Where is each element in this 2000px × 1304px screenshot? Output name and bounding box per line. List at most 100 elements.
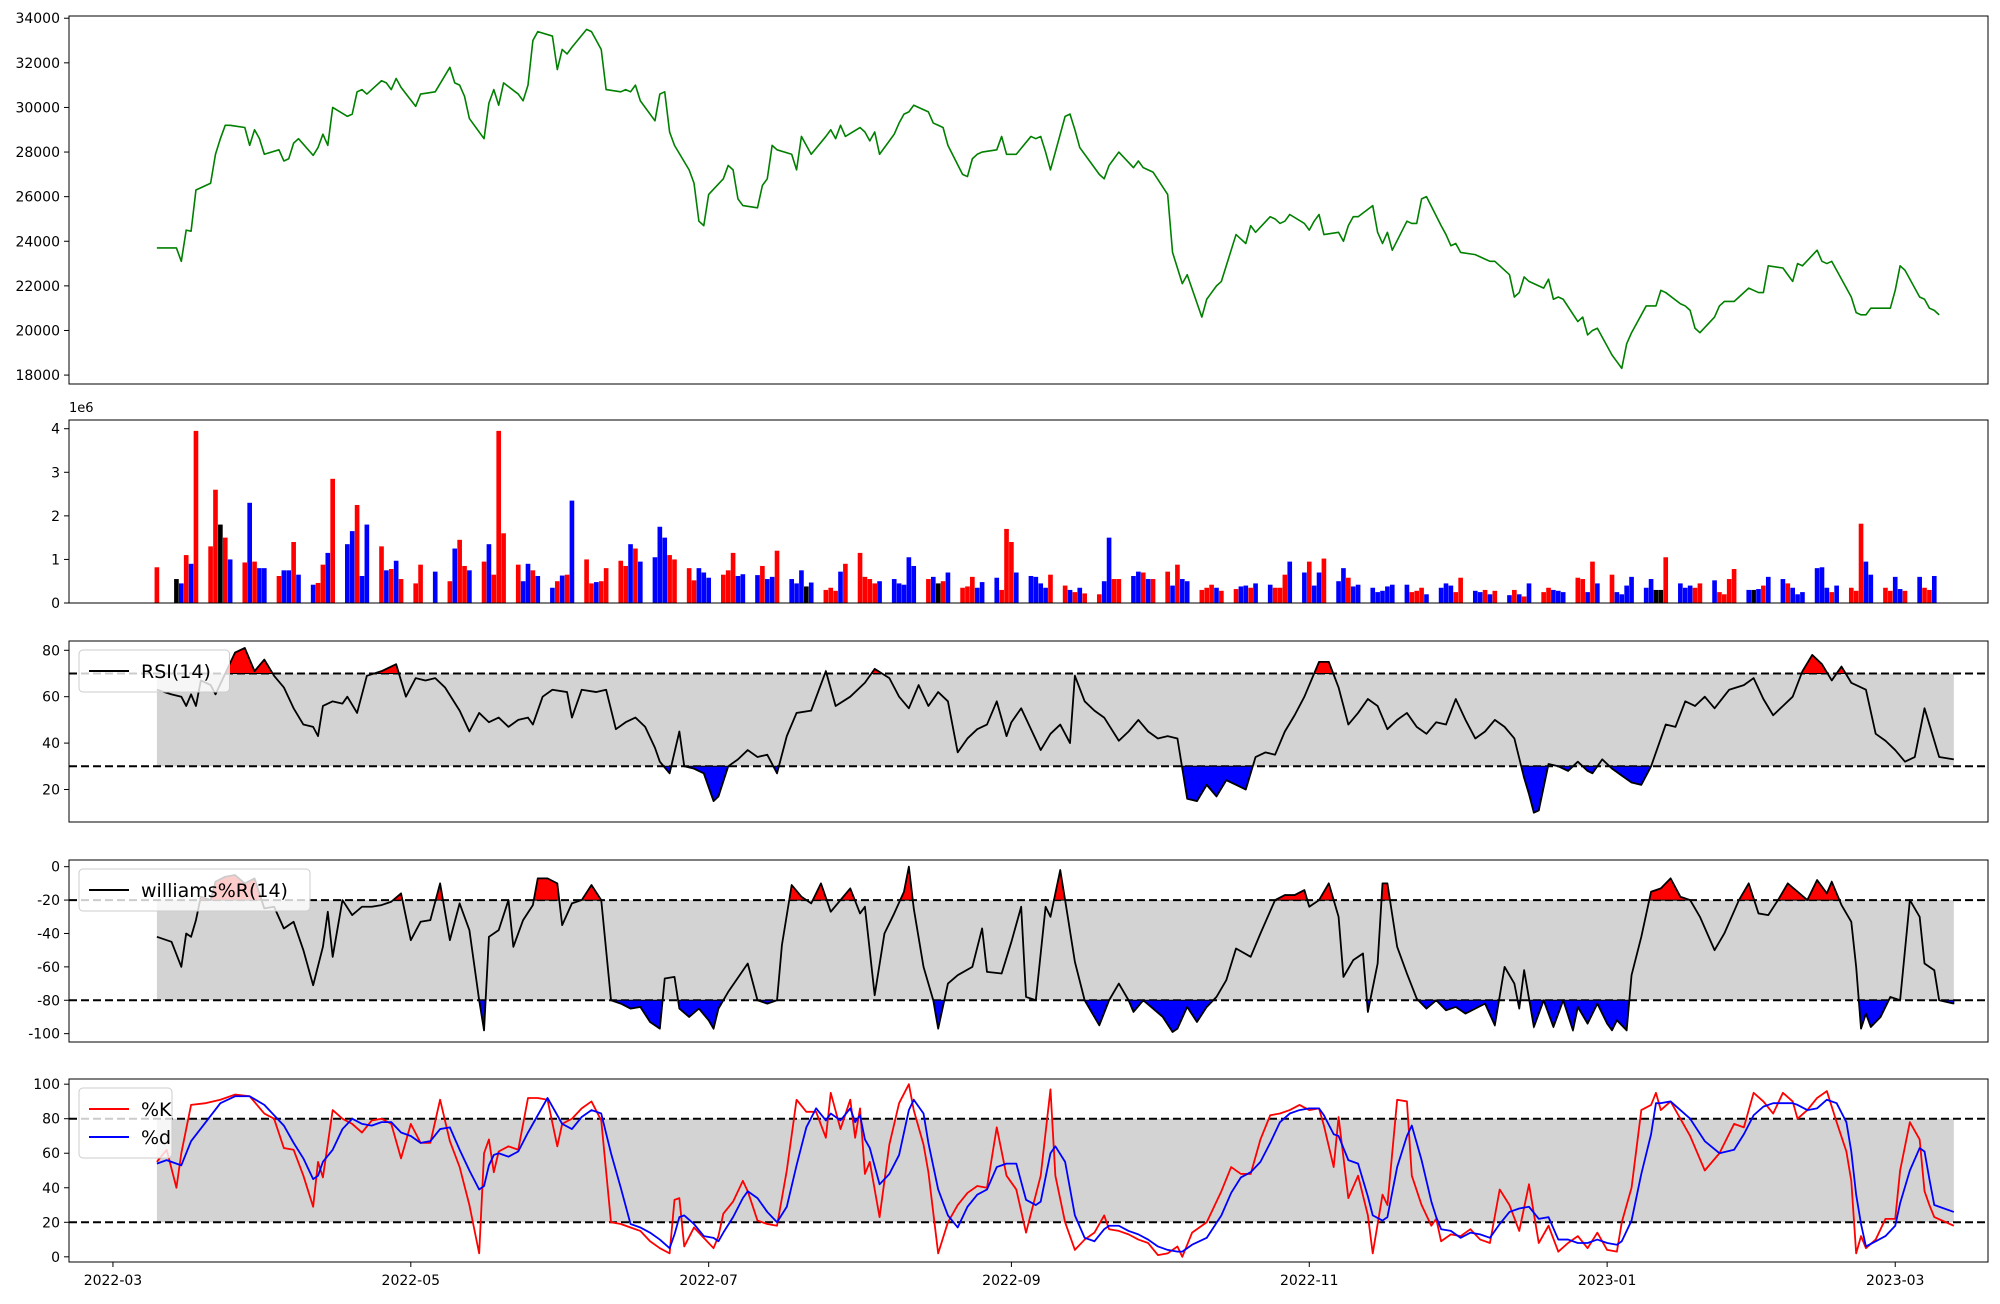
volume-bar xyxy=(242,562,248,603)
volume-bar xyxy=(481,561,487,603)
volume-bar xyxy=(1512,589,1517,603)
volume-bar xyxy=(1179,579,1185,603)
volume-bar xyxy=(1892,576,1898,603)
volume-bar xyxy=(535,575,541,603)
volume-bar xyxy=(1380,590,1385,603)
volume-bar xyxy=(1824,587,1830,603)
volume-bar xyxy=(550,587,555,603)
volume-bar xyxy=(960,587,965,603)
volume-bar xyxy=(569,500,575,603)
volume-bar xyxy=(1868,574,1874,603)
volume-bar xyxy=(1140,572,1146,603)
volume-bar xyxy=(1170,585,1175,603)
volume-bar xyxy=(330,478,335,603)
volume-panel: 0 1 2 3 4 1e6 xyxy=(51,401,1937,612)
volume-bar xyxy=(247,502,252,603)
volume-bar xyxy=(393,560,399,603)
volume-bar xyxy=(1800,592,1805,603)
volume-bar xyxy=(857,552,863,603)
x-tick-label: 2022-07 xyxy=(679,1273,738,1289)
volume-bar xyxy=(1204,587,1210,603)
volume-bar xyxy=(530,570,536,603)
volume-bar xyxy=(457,539,462,603)
volume-bar xyxy=(320,564,326,603)
volume-bar xyxy=(1111,579,1117,603)
volume-bar xyxy=(799,570,804,603)
volume-bar xyxy=(1238,586,1244,603)
williams-neutral-band xyxy=(156,900,1954,1001)
volume-bar xyxy=(618,560,624,603)
volume-bar xyxy=(911,565,917,603)
volume-bar xyxy=(1336,581,1341,603)
price-ytick-label: 34000 xyxy=(15,11,60,27)
volume-bar xyxy=(1917,576,1922,603)
volume-bar xyxy=(1013,572,1019,603)
volume-bar xyxy=(906,557,912,603)
volume-bar xyxy=(1678,583,1683,603)
volume-bar xyxy=(1761,585,1766,603)
volume-bar xyxy=(1306,561,1312,603)
volume-bar xyxy=(594,582,599,603)
volume-bar xyxy=(1580,579,1586,603)
volume-bar xyxy=(262,568,267,603)
volume-axes xyxy=(68,419,1989,604)
volume-ytick-label: 3 xyxy=(51,465,60,481)
volume-bar xyxy=(1311,585,1317,603)
volume-bar xyxy=(1267,584,1273,603)
williams-oversold-area xyxy=(1542,999,1564,1029)
volume-bar xyxy=(384,570,389,603)
volume-bar xyxy=(1927,589,1932,603)
price-ytick-label: 30000 xyxy=(15,100,60,116)
williams-line xyxy=(156,865,1955,1033)
volume-bar xyxy=(589,583,594,603)
volume-bar xyxy=(1492,590,1498,603)
volume-bar xyxy=(1863,561,1869,603)
x-tick-label: 2022-09 xyxy=(982,1273,1041,1289)
volume-bar xyxy=(1077,587,1083,603)
stochastic-line-k xyxy=(156,1083,1955,1258)
volume-bar xyxy=(1516,594,1522,603)
rsi-axes xyxy=(68,640,1989,823)
volume-bar xyxy=(730,552,736,603)
volume-bar xyxy=(1541,592,1546,603)
volume-ytick-label: 2 xyxy=(51,509,60,525)
volume-bar xyxy=(1643,587,1649,603)
volume-bar xyxy=(940,581,946,603)
volume-bar xyxy=(174,579,179,603)
volume-bar xyxy=(623,565,628,603)
volume-bar xyxy=(1819,567,1825,603)
volume-bar xyxy=(1277,587,1283,603)
volume-bar xyxy=(1731,569,1737,603)
volume-bar xyxy=(1555,590,1561,603)
volume-bar xyxy=(501,533,506,603)
volume-bar xyxy=(891,579,897,603)
stochastic-ytick-label: 40 xyxy=(42,1181,60,1197)
volume-bar xyxy=(1477,592,1483,603)
volume-bar xyxy=(1717,592,1722,603)
volume-bar xyxy=(877,581,882,603)
volume-bar xyxy=(213,489,218,603)
volume-bar xyxy=(994,577,1000,603)
volume-bar xyxy=(520,581,526,603)
volume-bar xyxy=(872,583,878,603)
volume-bar xyxy=(1526,583,1532,603)
rsi-panel: 20 40 60 80 RSI(14) xyxy=(42,643,1988,814)
volume-bar xyxy=(828,587,834,603)
volume-bar xyxy=(1448,585,1454,603)
volume-bar xyxy=(1131,575,1136,603)
volume-bar xyxy=(706,577,711,603)
volume-bar xyxy=(222,537,228,603)
price-ytick-label: 22000 xyxy=(15,279,60,295)
volume-bar xyxy=(1834,585,1839,603)
volume-bar xyxy=(276,575,282,603)
volume-bar xyxy=(1648,579,1654,603)
williams-panel: 0 -20 -40 -60 -80 -100 williams%R(14) xyxy=(28,860,1988,1043)
williams-overbought-area xyxy=(580,884,603,901)
volume-bar xyxy=(1424,594,1429,603)
volume-bar xyxy=(979,582,985,603)
williams-ytick-label: 0 xyxy=(51,860,60,876)
stochastic-ytick-label: 0 xyxy=(51,1250,60,1266)
volume-bar xyxy=(364,524,370,603)
williams-ytick-label: -100 xyxy=(28,1027,60,1043)
volume-bar xyxy=(1253,583,1258,603)
